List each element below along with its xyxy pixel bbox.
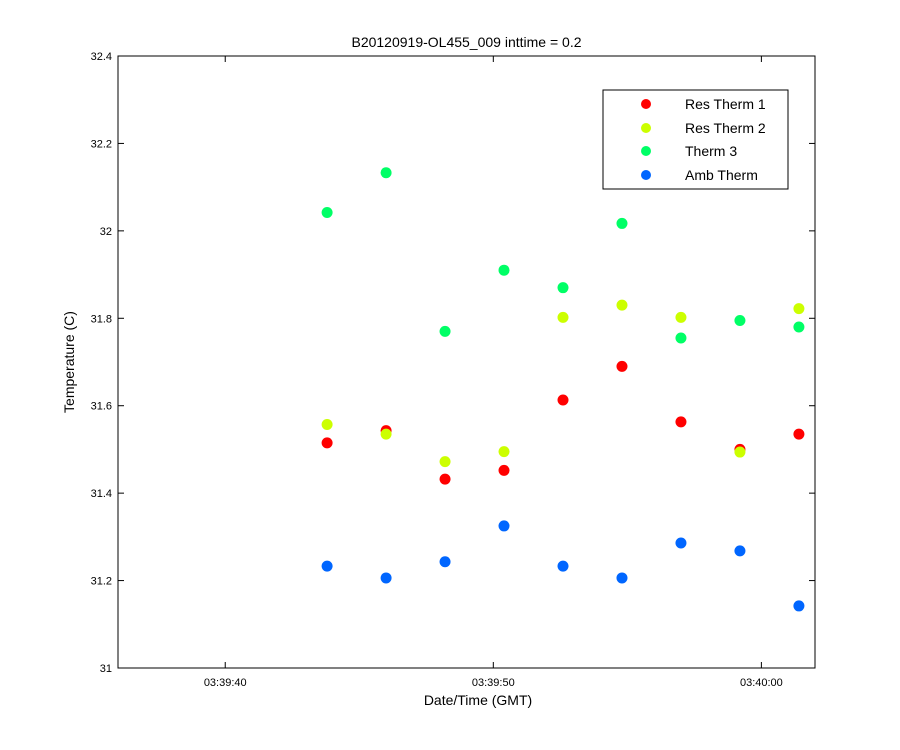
chart-title: B20120919-OL455_009 inttime = 0.2	[351, 34, 581, 50]
x-tick-label: 03:39:40	[204, 677, 247, 689]
y-tick-label: 31.6	[91, 401, 112, 413]
y-tick-label: 31.4	[91, 488, 112, 500]
data-point-res-therm-2	[439, 456, 451, 468]
x-tick-label: 03:39:50	[472, 677, 515, 689]
data-points	[321, 167, 805, 612]
data-point-res-therm-2	[675, 311, 687, 323]
data-point-res-therm-2	[734, 446, 746, 458]
data-point-amb-therm	[734, 545, 746, 557]
data-point-res-therm-1	[616, 360, 628, 372]
legend-label-therm-3: Therm 3	[685, 143, 737, 159]
y-tick-label: 31.2	[91, 576, 112, 588]
series-amb-therm	[321, 520, 805, 612]
y-tick-label: 32.2	[91, 138, 112, 150]
data-point-amb-therm	[616, 572, 628, 584]
legend-box	[602, 89, 789, 190]
data-point-res-therm-1	[498, 464, 510, 476]
data-point-therm-3	[498, 264, 510, 276]
data-point-amb-therm	[675, 537, 687, 549]
legend-label-amb-therm: Amb Therm	[685, 167, 758, 183]
data-point-therm-3	[675, 332, 687, 344]
y-axis: 31 31.2 31.4 31.6 31.8 32 32.2 32.4	[91, 51, 815, 675]
data-point-res-therm-1	[321, 437, 333, 449]
data-point-therm-3	[734, 314, 746, 326]
data-point-res-therm-1	[675, 416, 687, 428]
data-point-amb-therm	[439, 556, 451, 568]
data-point-therm-3	[380, 167, 392, 179]
series-res-therm-2	[321, 299, 805, 468]
legend-label-res-therm-2: Res Therm 2	[685, 120, 766, 136]
y-tick-label: 31.8	[91, 313, 112, 325]
legend-marker-amb-therm	[641, 170, 651, 180]
data-point-res-therm-2	[498, 446, 510, 458]
data-point-res-therm-1	[439, 473, 451, 485]
y-tick-label: 31	[100, 663, 112, 675]
legend-marker-therm-3	[641, 146, 651, 156]
legend: Res Therm 1 Res Therm 2 Therm 3 Amb Ther…	[602, 89, 789, 190]
legend-marker-res-therm-1	[641, 99, 651, 109]
data-point-therm-3	[557, 282, 569, 294]
data-point-amb-therm	[498, 520, 510, 532]
y-tick-label: 32	[100, 226, 112, 238]
data-point-therm-3	[793, 321, 805, 333]
data-point-therm-3	[321, 206, 333, 218]
legend-marker-res-therm-2	[641, 123, 651, 133]
x-tick-label: 03:40:00	[740, 677, 783, 689]
data-point-amb-therm	[557, 560, 569, 572]
data-point-res-therm-2	[793, 303, 805, 315]
data-point-res-therm-1	[793, 428, 805, 440]
data-point-amb-therm	[321, 560, 333, 572]
data-point-therm-3	[616, 217, 628, 229]
data-point-res-therm-2	[321, 419, 333, 431]
y-tick-label: 32.4	[91, 51, 112, 63]
data-point-res-therm-1	[557, 394, 569, 406]
data-point-amb-therm	[380, 572, 392, 584]
legend-label-res-therm-1: Res Therm 1	[685, 96, 766, 112]
y-axis-label: Temperature (C)	[61, 311, 77, 413]
x-axis: 03:39:40 03:39:50 03:40:00	[204, 56, 783, 689]
data-point-amb-therm	[793, 600, 805, 612]
data-point-therm-3	[439, 325, 451, 337]
series-therm-3	[321, 167, 805, 344]
x-axis-label: Date/Time (GMT)	[424, 692, 532, 708]
data-point-res-therm-2	[557, 311, 569, 323]
data-point-res-therm-2	[616, 299, 628, 311]
data-point-res-therm-2	[380, 428, 392, 440]
